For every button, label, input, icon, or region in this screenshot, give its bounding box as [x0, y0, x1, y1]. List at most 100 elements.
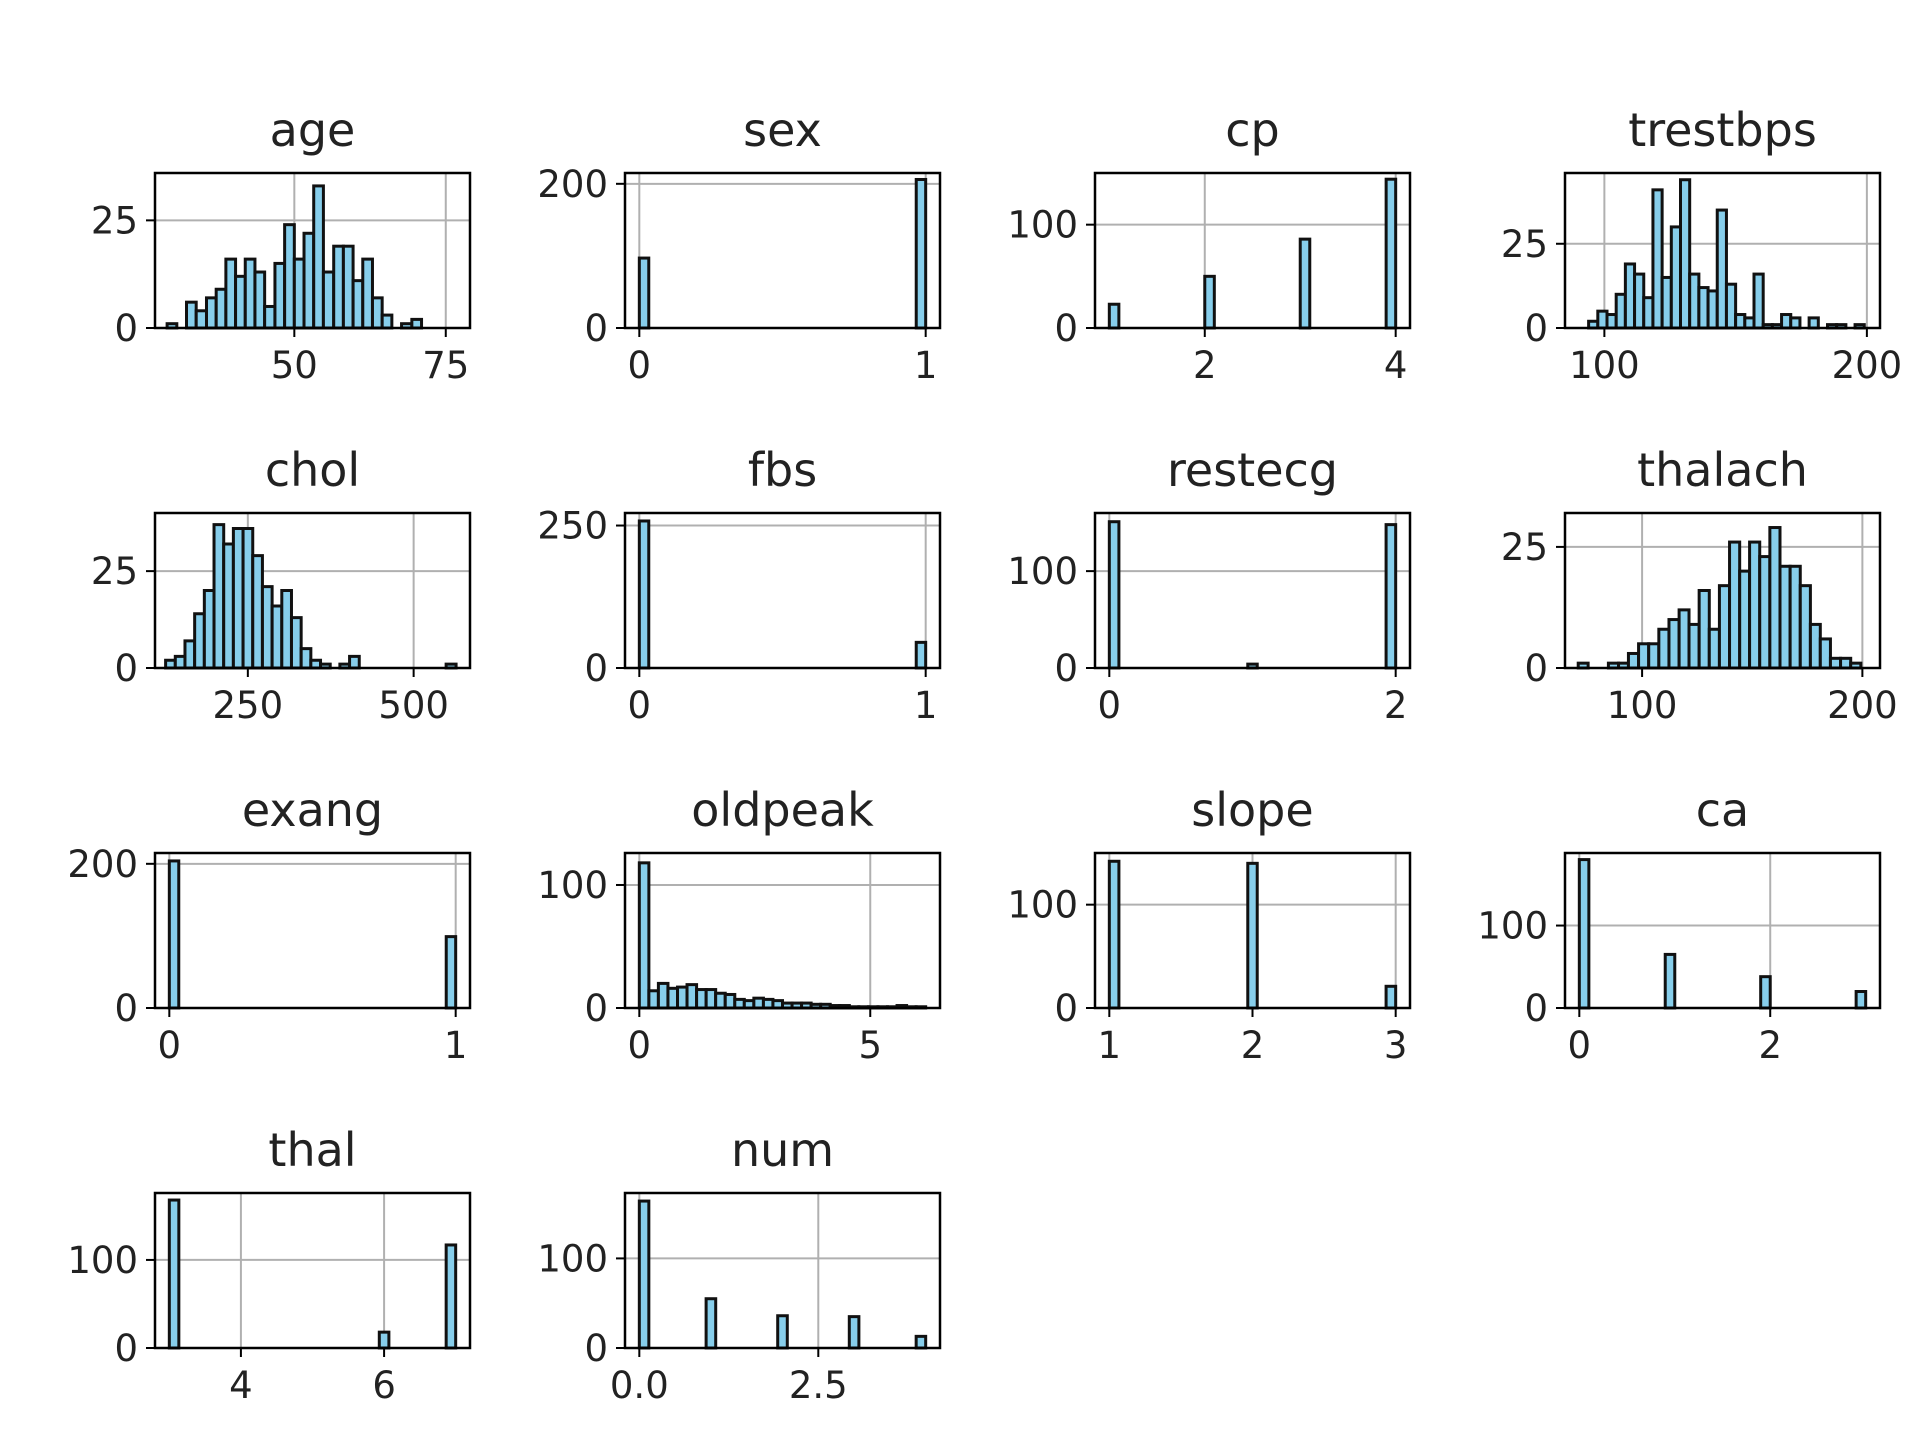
x-tick-label: 200 [1832, 344, 1903, 387]
x-tick-label: 500 [378, 684, 449, 727]
histogram-bar [1717, 584, 1732, 670]
x-tick-label: 6 [372, 1364, 396, 1407]
axes-frame [623, 171, 942, 330]
x-tick-label: 0 [1568, 1024, 1592, 1067]
x-tick-label: 1 [444, 1024, 468, 1067]
histogram-bar [1854, 990, 1868, 1010]
histogram-bar [1663, 952, 1677, 1010]
histogram-panel-slope: 1 2 3 0 100 slope [1007, 783, 1412, 1067]
x-tick-label: 4 [229, 1364, 253, 1407]
histogram-bar [637, 1199, 651, 1350]
y-tick-label: 0 [1524, 647, 1548, 690]
histogram-bar [1788, 564, 1802, 670]
histogram-bar [1818, 637, 1832, 670]
x-tick-label: 0.0 [610, 1364, 669, 1407]
histogram-bar [1577, 858, 1591, 1010]
y-tick-label: 200 [67, 843, 138, 886]
panel-title: thalach [1637, 443, 1808, 497]
y-tick-label: 0 [1524, 307, 1548, 350]
histogram-bar [1667, 618, 1681, 670]
y-tick-label: 100 [67, 1239, 138, 1282]
histogram-bar [1828, 656, 1843, 670]
histogram-bar [1687, 622, 1701, 670]
axes-frame [623, 851, 942, 1010]
histogram-bar [1637, 642, 1651, 670]
y-tick-label: 100 [1477, 905, 1548, 948]
histogram-panel-thalach: 100 200 0 25 thalach [1501, 443, 1898, 727]
histogram-bar [776, 1314, 789, 1350]
y-tick-label: 0 [1054, 987, 1078, 1030]
x-tick-label: 100 [1569, 344, 1640, 387]
panel-title: sex [743, 103, 822, 157]
histogram-bar [1647, 642, 1661, 670]
axes-frame [153, 511, 472, 670]
y-tick-label: 0 [584, 647, 608, 690]
histogram-bar [1298, 237, 1312, 330]
x-tick-label: 2 [1758, 1024, 1782, 1067]
y-tick-label: 100 [537, 864, 608, 907]
panel-title: chol [265, 443, 360, 497]
histogram-bar [377, 1330, 391, 1350]
histogram-panel-thal: 4 6 0 100 thal [67, 1123, 472, 1407]
y-tick-label: 25 [91, 550, 138, 593]
panel-title: slope [1191, 783, 1313, 837]
axes-frame [153, 1191, 472, 1350]
x-tick-label: 4 [1384, 344, 1408, 387]
histogram-bar [167, 1198, 181, 1350]
histogram-bar [1707, 627, 1721, 670]
y-tick-label: 0 [114, 307, 138, 350]
histogram-bar [914, 1334, 928, 1350]
y-tick-label: 250 [537, 505, 608, 548]
panel-title: thal [268, 1123, 356, 1177]
panel-title: exang [242, 783, 383, 837]
histogram-bar [637, 519, 651, 670]
x-tick-label: 2.5 [789, 1364, 848, 1407]
histogram-panel-ca: 0 2 0 100 ca [1477, 783, 1882, 1067]
histogram-panel-fbs: 0 1 0 250 fbs [537, 443, 942, 727]
y-tick-label: 100 [1007, 204, 1078, 247]
x-tick-label: 1 [914, 684, 938, 727]
histogram-bar [321, 270, 336, 330]
panel-title: oldpeak [691, 783, 874, 837]
panel-title: age [270, 103, 356, 157]
histogram-bar [1107, 520, 1121, 670]
histogram-panel-chol: 250 500 0 25 chol [91, 443, 472, 727]
x-tick-label: 0 [628, 1024, 652, 1067]
histogram-bar [637, 256, 651, 330]
x-tick-label: 0 [158, 1024, 182, 1067]
histogram-panel-restecg: 0 2 0 100 restecg [1007, 443, 1412, 727]
y-tick-label: 0 [1524, 987, 1548, 1030]
y-tick-label: 100 [1007, 884, 1078, 927]
x-tick-label: 0 [628, 684, 652, 727]
x-tick-label: 0 [628, 344, 652, 387]
x-tick-label: 5 [858, 1024, 882, 1067]
histogram-bar [1107, 859, 1121, 1010]
axes-frame [153, 851, 472, 1010]
histogram-bar [1752, 272, 1765, 330]
histogram-bar [1789, 316, 1802, 330]
x-tick-label: 2 [1384, 684, 1408, 727]
histogram-bar [194, 309, 208, 330]
x-tick-label: 2 [1241, 1024, 1265, 1067]
panel-title: cp [1225, 103, 1280, 157]
y-tick-label: 0 [1054, 307, 1078, 350]
y-tick-label: 200 [537, 163, 608, 206]
histogram-panel-trestbps: 100 200 0 25 trestbps [1501, 103, 1902, 387]
histogram-bar [167, 859, 181, 1010]
y-tick-label: 0 [114, 1327, 138, 1370]
x-tick-label: 2 [1193, 344, 1217, 387]
histogram-bar [1768, 526, 1782, 670]
x-tick-label: 3 [1384, 1024, 1408, 1067]
axes-frame [623, 1191, 942, 1350]
panel-title: ca [1696, 783, 1749, 837]
axes-frame [623, 511, 942, 670]
y-tick-label: 25 [1501, 223, 1548, 266]
histogram-bar [1384, 984, 1398, 1010]
axes-frame [1563, 511, 1882, 670]
y-tick-label: 100 [1007, 550, 1078, 593]
y-tick-label: 0 [114, 647, 138, 690]
histogram-bar [1778, 564, 1792, 670]
